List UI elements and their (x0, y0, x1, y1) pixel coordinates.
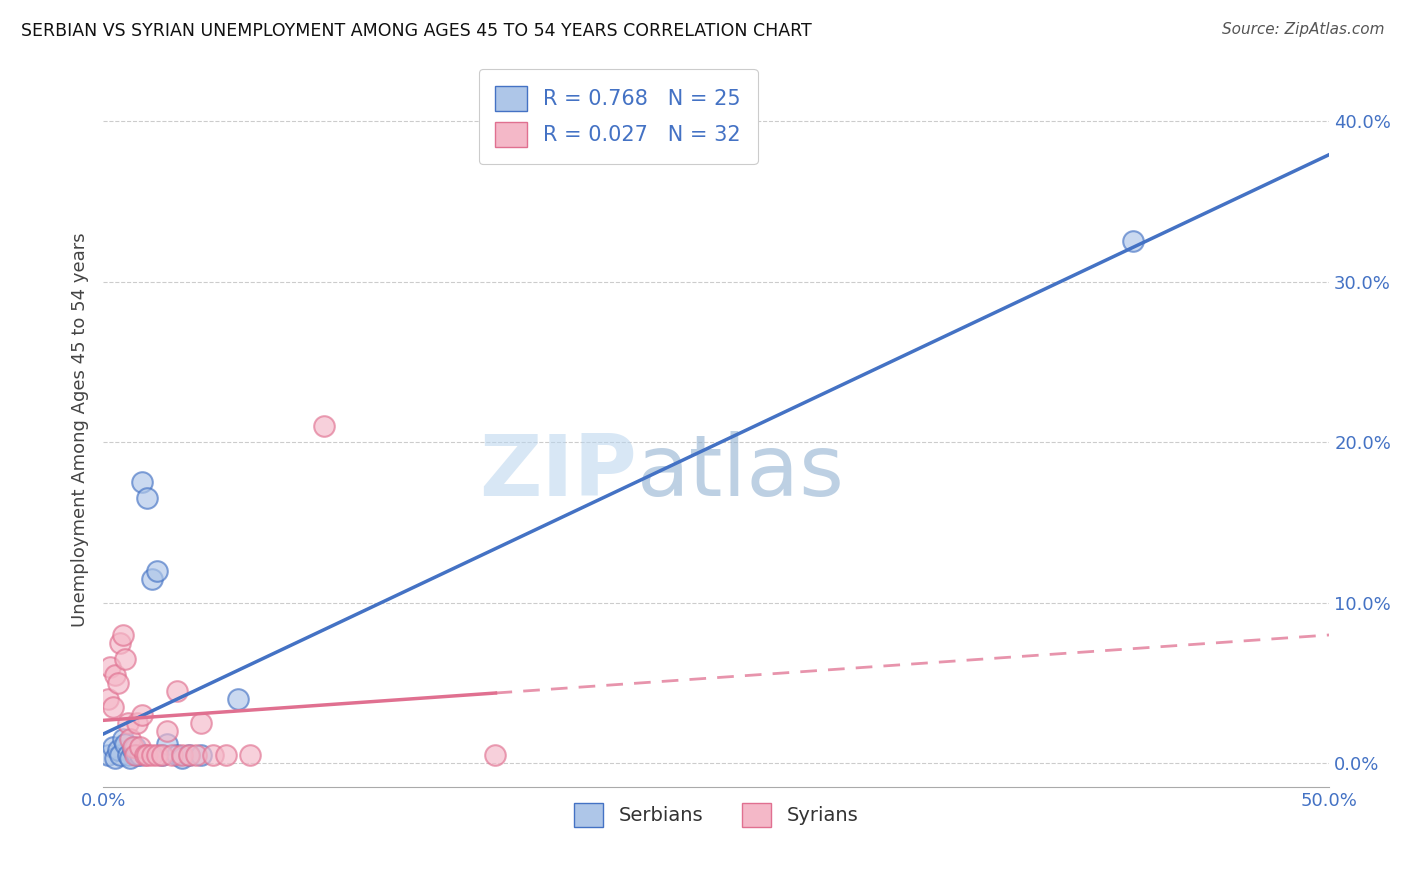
Point (110, 747, 132, 762)
Point (114, 737, 136, 751)
Point (117, 716, 139, 731)
Point (166, 684, 188, 698)
Point (150, 747, 173, 762)
Point (107, 743, 129, 757)
Point (104, 668, 127, 682)
Point (114, 652, 136, 666)
Point (170, 751, 193, 765)
Point (134, 747, 156, 762)
Point (110, 636, 132, 650)
Point (136, 491, 159, 506)
Point (190, 716, 212, 731)
Point (146, 747, 169, 762)
Text: Source: ZipAtlas.com: Source: ZipAtlas.com (1222, 22, 1385, 37)
Point (111, 628, 134, 642)
Point (150, 747, 173, 762)
Point (121, 740, 143, 755)
Point (177, 747, 200, 762)
Y-axis label: Unemployment Among Ages 45 to 54 years: Unemployment Among Ages 45 to 54 years (72, 233, 89, 627)
Point (484, 747, 506, 762)
Point (101, 740, 124, 755)
Legend: Serbians, Syrians: Serbians, Syrians (567, 796, 866, 835)
Point (141, 572, 163, 586)
Point (215, 747, 238, 762)
Point (129, 740, 152, 755)
Point (136, 747, 159, 762)
Text: ZIP: ZIP (479, 432, 637, 515)
Point (101, 700, 124, 714)
Point (111, 732, 134, 747)
Point (131, 708, 153, 723)
Point (141, 747, 163, 762)
Point (100, 660, 122, 674)
Point (1122, 235, 1144, 249)
Point (190, 747, 212, 762)
Point (129, 747, 152, 762)
Point (226, 692, 249, 706)
Point (156, 724, 179, 739)
Point (160, 747, 183, 762)
Point (120, 751, 142, 765)
Point (202, 747, 225, 762)
Point (107, 676, 129, 690)
Point (131, 475, 153, 490)
Point (124, 740, 146, 755)
Point (146, 564, 169, 578)
Point (124, 747, 146, 762)
Point (121, 743, 143, 757)
Point (156, 737, 179, 751)
Point (120, 732, 142, 747)
Point (127, 747, 149, 762)
Point (239, 747, 262, 762)
Point (170, 747, 193, 762)
Point (97, 692, 120, 706)
Point (117, 747, 139, 762)
Point (127, 716, 149, 731)
Point (97, 747, 120, 762)
Point (104, 751, 127, 765)
Text: atlas: atlas (637, 432, 845, 515)
Text: SERBIAN VS SYRIAN UNEMPLOYMENT AMONG AGES 45 TO 54 YEARS CORRELATION CHART: SERBIAN VS SYRIAN UNEMPLOYMENT AMONG AGE… (21, 22, 811, 40)
Point (177, 747, 200, 762)
Point (166, 747, 188, 762)
Point (312, 419, 335, 434)
Point (186, 747, 208, 762)
